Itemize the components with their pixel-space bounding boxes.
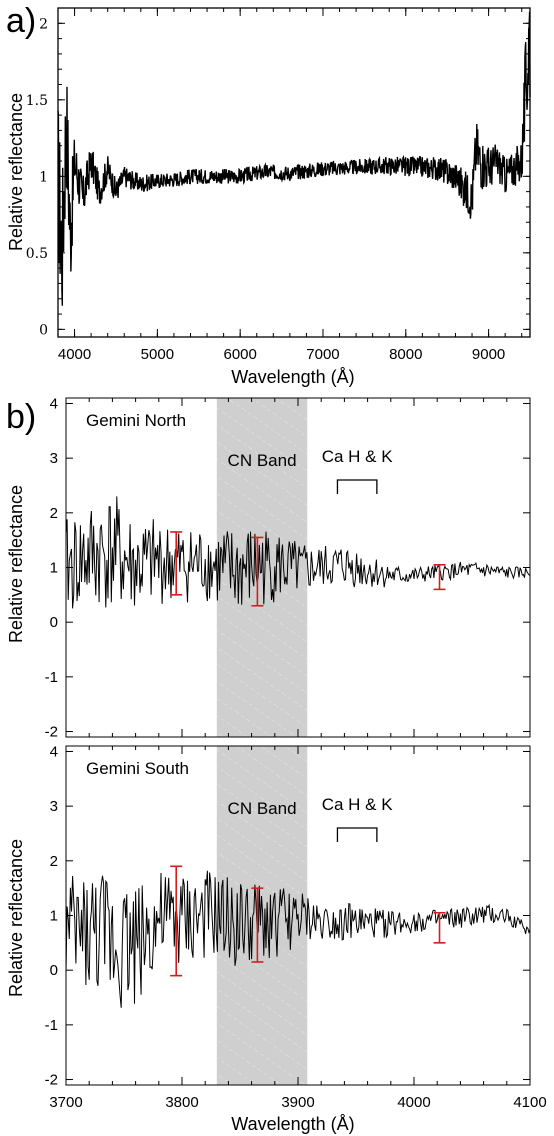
panel-b-south-cn-band-label: CN Band: [228, 799, 297, 818]
panel-b-south-ytick-label: 1: [50, 908, 58, 925]
panel-b-south-xtick-label: 3900: [281, 1094, 314, 1111]
panel-b-south-error-bar-2: [433, 911, 446, 944]
panel-b-north-ytick-label: -1: [45, 669, 58, 686]
panel-a-xtick-label: 4000: [58, 346, 91, 363]
panel-b-south-ytick-label: 3: [50, 798, 58, 815]
panel-a-spectrum-line: [57, 11, 531, 306]
panel-b-south-error-bar-1: [251, 887, 264, 963]
panel-b-north-ca-hk-label: Ca H & K: [322, 447, 394, 466]
panel-b-north-instrument-label: Gemini North: [86, 411, 186, 430]
panel-a-ylabel: Relative reflectance: [6, 93, 26, 251]
panel-b-south-ytick-label: 4: [50, 743, 58, 760]
panel-a-letter: a): [6, 2, 36, 40]
panel-a-ytick-label: 2: [39, 16, 48, 32]
panel-b-south-ytick-label: -2: [45, 1072, 58, 1089]
panel-a-xtick-label: 6000: [223, 346, 256, 363]
panel-b-south-cn-band-hatch: [216, 746, 308, 1085]
panel-a-xtick-label: 5000: [141, 346, 174, 363]
panel-b-north-error-bar-1: [251, 536, 264, 607]
panel-b-north-plot: Ca H & K CN Band Gemini North -2 -1 0 1 2 3 4: [45, 395, 531, 741]
panel-a-xtick-label: 9000: [472, 346, 505, 363]
panel-b-south-plot: Ca H & K CN Band Gemini South -2 -1 0 1 2 3 4 3700…: [45, 743, 547, 1111]
panel-b-south-ylabel: Relative reflectance: [6, 839, 26, 997]
panel-b-north-ytick-label: -2: [45, 724, 58, 741]
panel-a-ytick-label: 0.5: [26, 246, 48, 262]
panel-a-plot: 0 0.5 1 1.5 2 4000 5000 6000 7000 8000 9000: [26, 7, 531, 363]
panel-a-ytick-label: 1.5: [26, 93, 48, 109]
panel-b-north-error-bar-2: [433, 563, 446, 591]
panel-b-south-xtick-label: 4000: [397, 1094, 430, 1111]
panel-b-north-ytick-label: 3: [50, 450, 58, 467]
panel-b-north-error-bar-0: [170, 531, 183, 596]
panel-b-north-ytick-label: 1: [50, 560, 58, 577]
panel-a-xtick-label: 8000: [389, 346, 422, 363]
panel-b-south-ytick-label: 2: [50, 853, 58, 870]
panel-b-south-spectrum-line: [65, 870, 531, 1008]
panel-b-south-instrument-label: Gemini South: [86, 759, 189, 778]
panel-a-frame: [57, 7, 531, 338]
panel-a-ytick-label: 1: [39, 169, 48, 185]
panel-b-south-ytick-label: 0: [50, 962, 58, 979]
panel-b-south-ca-hk-bracket: [336, 827, 378, 843]
panel-b-south-xtick-label: 3800: [165, 1094, 198, 1111]
panel-b-south-xtick-label: 4100: [513, 1094, 546, 1111]
panel-a-xlabel: Wavelength (Å): [231, 367, 354, 387]
panel-b-north-cn-band-label: CN Band: [228, 451, 297, 470]
panel-b-north-spectrum-line: [65, 496, 531, 609]
panel-a-ytick-label: 0: [39, 322, 48, 338]
panel-b-south-xtick-label: 3700: [49, 1094, 82, 1111]
panel-b-north-ytick-label: 0: [50, 614, 58, 631]
panel-b-north-ylabel: Relative reflectance: [6, 485, 26, 643]
panel-b-south-ca-hk-label: Ca H & K: [322, 795, 394, 814]
panel-b-north-ca-hk-bracket: [336, 479, 378, 495]
panel-b-letter: b): [6, 398, 36, 436]
panel-b-north-ytick-label: 4: [50, 395, 58, 412]
panel-a-xtick-label: 7000: [306, 346, 339, 363]
panel-b-north-ytick-label: 2: [50, 505, 58, 522]
panel-b-south-error-bar-0: [170, 865, 183, 977]
panel-b-south-xlabel: Wavelength (Å): [231, 1114, 354, 1134]
panel-b-south-ytick-label: -1: [45, 1017, 58, 1034]
